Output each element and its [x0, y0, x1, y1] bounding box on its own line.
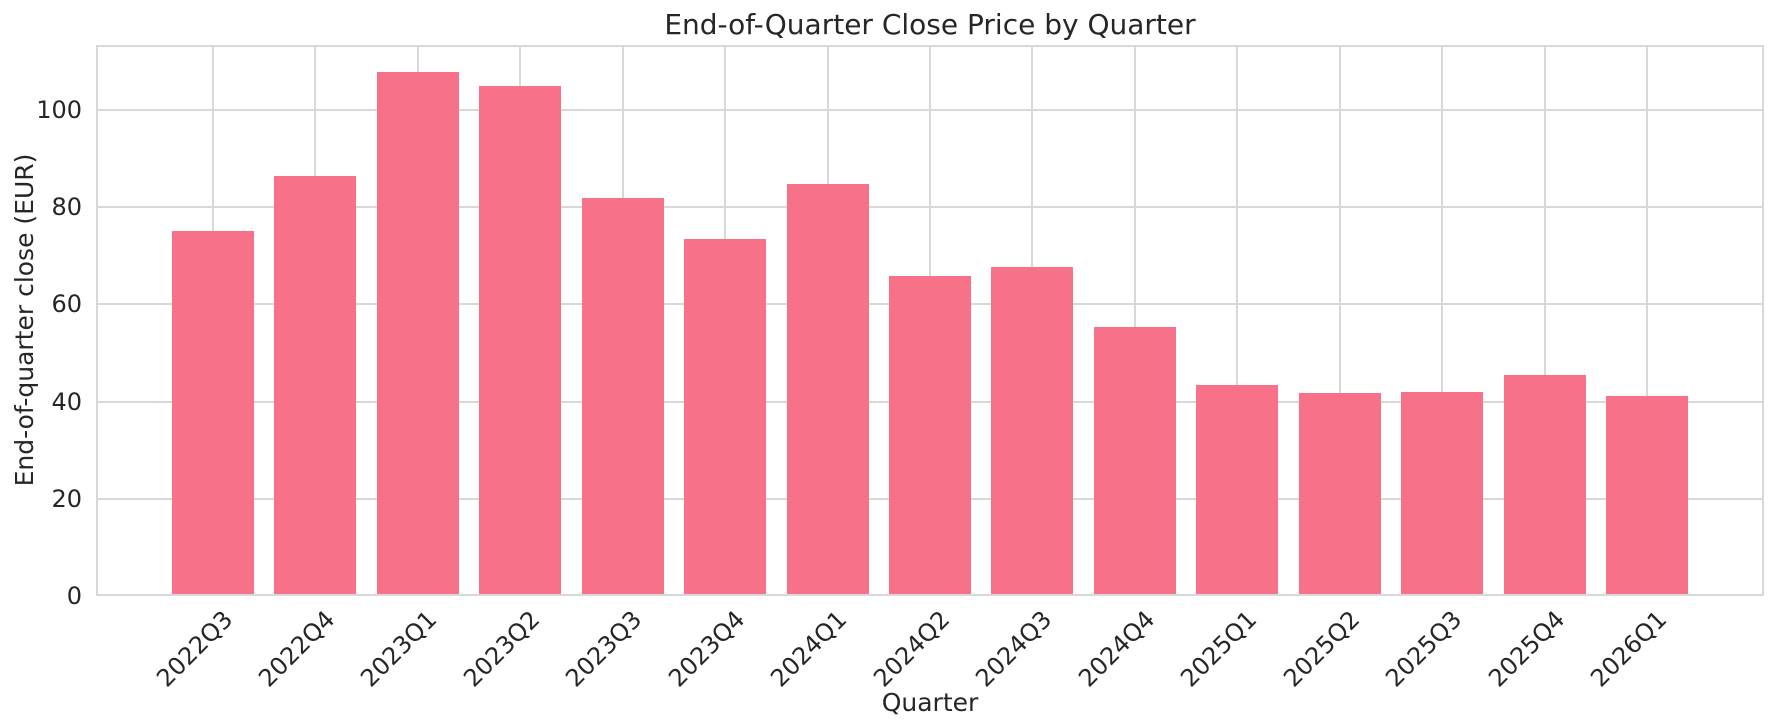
x-gridline [1441, 45, 1444, 596]
y-tick-label: 40 [51, 387, 82, 416]
x-tick-label: 2023Q3 [560, 605, 648, 693]
bar-2023Q4 [684, 239, 767, 596]
bar-2025Q2 [1298, 393, 1381, 596]
bar-2024Q4 [1093, 327, 1176, 596]
bar-2024Q3 [991, 266, 1074, 596]
bar-2025Q3 [1401, 391, 1484, 596]
bar-2025Q1 [1196, 385, 1279, 596]
x-tick-label: 2024Q2 [867, 605, 956, 693]
x-tick-label: 2023Q1 [355, 605, 443, 693]
y-tick-label: 60 [51, 290, 82, 319]
x-tick-label: 2024Q1 [765, 605, 853, 693]
x-tick-label: 2024Q4 [1072, 605, 1161, 693]
chart-title: End-of-Quarter Close Price by Quarter [664, 8, 1196, 41]
y-tick-label: 100 [36, 96, 82, 125]
x-gridline [1646, 45, 1649, 596]
bar-2022Q4 [274, 175, 357, 596]
bar-2023Q3 [581, 198, 664, 596]
x-tick-label: 2025Q2 [1277, 605, 1365, 693]
x-tick-label: 2025Q4 [1482, 605, 1570, 693]
x-tick-label: 2025Q1 [1175, 605, 1263, 693]
bar-2022Q3 [171, 230, 254, 596]
x-axis-baseline [96, 594, 1764, 596]
bar-2023Q1 [376, 72, 459, 596]
bar-2024Q2 [889, 276, 971, 596]
x-gridline [1543, 45, 1546, 596]
y-tick-label: 20 [51, 484, 82, 513]
x-tick-label: 2023Q2 [458, 605, 546, 693]
y-tick-label: 80 [51, 193, 82, 222]
bar-2023Q2 [479, 86, 562, 596]
x-gridline [1236, 45, 1239, 596]
x-tick-label: 2025Q3 [1380, 605, 1468, 693]
bar-2026Q1 [1606, 395, 1689, 596]
x-axis-label: Quarter [881, 688, 979, 717]
bar-2025Q4 [1503, 374, 1586, 596]
x-tick-label: 2024Q3 [970, 605, 1058, 693]
y-tick-label: 0 [66, 582, 82, 610]
x-tick-label: 2023Q4 [663, 605, 751, 693]
x-gridline [1338, 45, 1341, 596]
bar-2024Q1 [786, 184, 869, 596]
x-gridline [1133, 45, 1136, 596]
x-tick-label: 2026Q1 [1585, 605, 1673, 693]
x-tick-label: 2022Q4 [253, 605, 341, 693]
x-tick-label: 2022Q3 [150, 605, 238, 693]
